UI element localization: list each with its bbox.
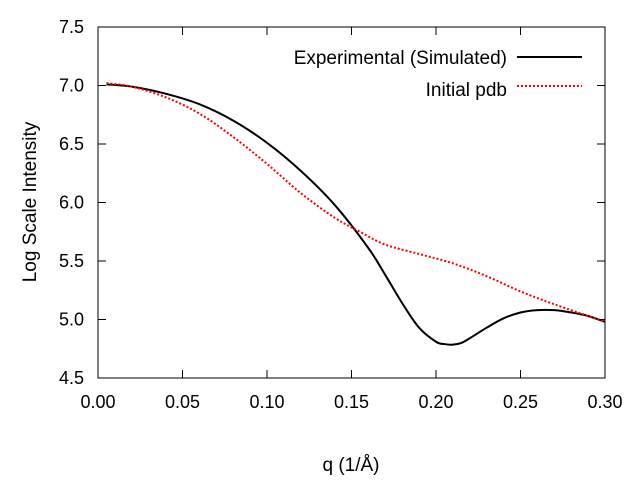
- y-tick-label: 5.5: [59, 251, 84, 271]
- plot-frame: [97, 26, 606, 379]
- legend-label-experimental: Experimental (Simulated): [294, 48, 507, 69]
- y-tick-label: 5.0: [59, 310, 84, 330]
- x-axis-label: q (1/Å): [322, 455, 379, 476]
- data-series: [106, 82, 606, 346]
- x-tick-label: 0.00: [80, 392, 115, 412]
- legend: Experimental (Simulated) Initial pdb: [294, 48, 582, 101]
- y-axis-label: Log Scale Intensity: [20, 121, 41, 282]
- x-tick-label: 0.05: [165, 392, 200, 412]
- axis-ticks: 0.00 0.05 0.10 0.15 0.20 0.25 0.30 4.5 5.0 5.5 6.0…: [59, 17, 623, 412]
- x-tick-label: 0.25: [503, 392, 538, 412]
- y-tick-label: 6.5: [59, 134, 84, 154]
- series-line-experimental: [106, 83, 606, 346]
- y-tick-label: 6.0: [59, 193, 84, 213]
- x-tick-label: 0.20: [418, 392, 453, 412]
- y-tick-label: 7.0: [59, 76, 84, 96]
- x-tick-label: 0.15: [334, 392, 369, 412]
- legend-label-initial-pdb: Initial pdb: [426, 80, 507, 101]
- y-tick-label: 4.5: [59, 368, 84, 388]
- x-tick-label: 0.30: [587, 392, 622, 412]
- x-tick-label: 0.10: [249, 392, 284, 412]
- series-line-initial-pdb: [106, 82, 606, 323]
- y-tick-label: 7.5: [59, 17, 84, 37]
